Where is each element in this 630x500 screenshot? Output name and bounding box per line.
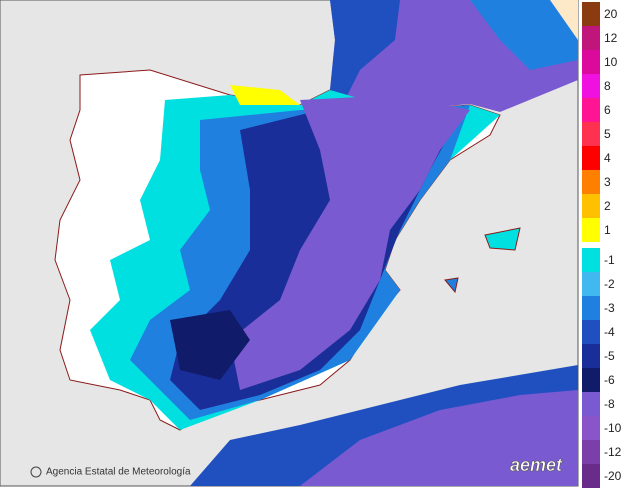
legend-label: -3 — [604, 301, 615, 315]
legend-label: 6 — [604, 103, 611, 117]
legend-swatch — [582, 98, 600, 122]
legend-swatch — [582, 74, 600, 98]
legend-label: -6 — [604, 373, 615, 387]
africa — [300, 390, 578, 486]
legend-label: -20 — [604, 469, 622, 483]
credit: Agencia Estatal de Meteorología — [46, 467, 191, 478]
cold-core — [170, 310, 250, 380]
legend-label: 1 — [604, 223, 611, 237]
legend-swatch — [582, 416, 600, 440]
legend-swatch — [582, 272, 600, 296]
island — [484, 227, 521, 251]
legend-label: -10 — [604, 421, 622, 435]
legend-label: 3 — [604, 175, 611, 189]
legend-label: -1 — [604, 253, 615, 267]
legend-label: -5 — [604, 349, 615, 363]
legend-swatch — [582, 26, 600, 50]
legend-swatch — [582, 218, 600, 242]
legend-label: 20 — [604, 7, 618, 21]
legend-label: -12 — [604, 445, 622, 459]
legend-swatch — [582, 194, 600, 218]
legend-swatch — [582, 296, 600, 320]
map: Agencia Estatal de Meteorología aemet — [0, 0, 579, 487]
legend-swatch — [582, 170, 600, 194]
france-band — [330, 0, 400, 100]
legend-swatch — [582, 440, 600, 464]
legend-label: 8 — [604, 79, 611, 93]
cold-area — [230, 95, 470, 390]
legend-swatch — [582, 50, 600, 74]
legend-label: 2 — [604, 199, 611, 213]
legend-swatch — [582, 392, 600, 416]
legend-label: -8 — [604, 397, 615, 411]
legend-swatch — [582, 122, 600, 146]
legend-swatch — [582, 320, 600, 344]
legend-label: -4 — [604, 325, 615, 339]
legend-swatch — [582, 368, 600, 392]
legend: 20 12 10 8 6 5 4 3 2 1 -1 -2 -3 -4 -5 -6 -8 -10 -12 -20 — [582, 2, 622, 488]
legend-swatch — [582, 2, 600, 26]
france-warm — [550, 0, 578, 40]
legend-label: 4 — [604, 151, 611, 165]
island — [444, 277, 459, 294]
legend-label: -2 — [604, 277, 615, 291]
legend-label: 5 — [604, 127, 611, 141]
credit-icon — [30, 466, 42, 478]
legend-swatch — [582, 146, 600, 170]
legend-swatch — [582, 464, 600, 488]
warm-area — [230, 85, 300, 105]
legend-label: 10 — [604, 55, 618, 69]
legend-label: 12 — [604, 31, 618, 45]
legend-swatch — [582, 344, 600, 368]
logo: aemet — [510, 455, 563, 475]
legend-swatch — [582, 248, 600, 272]
france-band — [470, 0, 578, 70]
